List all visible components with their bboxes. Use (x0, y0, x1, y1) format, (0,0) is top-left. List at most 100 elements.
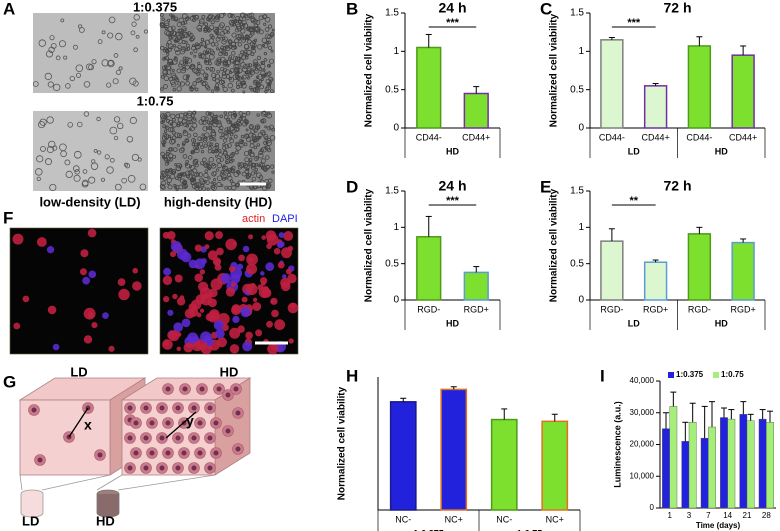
x-tick-label: CD44+ (462, 132, 490, 142)
cell (270, 49, 274, 53)
cell (223, 114, 229, 120)
cell (258, 79, 263, 84)
cell (163, 75, 170, 81)
cell (238, 254, 245, 262)
nucleus (235, 446, 241, 452)
y-tick-label: 10,000 (630, 471, 655, 480)
cell (129, 116, 137, 125)
cell (204, 244, 210, 250)
cell (228, 130, 232, 134)
y-tick-label: 30,000 (630, 408, 655, 417)
cell (230, 50, 236, 56)
cell (173, 322, 184, 333)
cell (234, 150, 239, 155)
cell (161, 171, 168, 177)
cell (264, 72, 268, 76)
cell (237, 82, 244, 88)
panel-letter: E (540, 177, 551, 196)
cell (224, 176, 228, 180)
cell (178, 147, 185, 154)
cell (255, 329, 263, 337)
nucleus (182, 386, 188, 392)
cell (185, 159, 189, 164)
cell (214, 42, 219, 47)
image-label: low-density (LD) (39, 194, 140, 209)
cell (137, 157, 142, 162)
x-tick-label: CD44- (686, 132, 712, 142)
cell (263, 58, 268, 62)
cell (65, 83, 71, 89)
cell (246, 263, 258, 275)
cell (229, 160, 233, 164)
cell (267, 82, 271, 86)
cell (249, 12, 255, 18)
cell (280, 277, 291, 288)
cell (241, 171, 247, 177)
cell (229, 167, 235, 173)
cell (185, 174, 191, 179)
nucleus (165, 420, 171, 426)
cell (166, 231, 176, 240)
cell (132, 80, 139, 87)
nucleus (213, 420, 219, 426)
cell (192, 44, 196, 48)
cell (257, 152, 264, 159)
cell (255, 156, 259, 160)
x-tick-label: 21 (743, 511, 752, 520)
cell (113, 116, 121, 123)
nucleus (159, 465, 165, 471)
cell (163, 267, 172, 276)
cell (117, 278, 126, 287)
cell (36, 237, 47, 247)
cell (257, 44, 263, 50)
cell (261, 235, 267, 240)
cell (132, 267, 139, 274)
cell (207, 61, 212, 66)
cell (133, 14, 140, 21)
cell (91, 159, 96, 164)
cell (235, 80, 242, 87)
cell (250, 186, 254, 190)
cell (204, 169, 209, 173)
cell (48, 46, 55, 53)
cell (161, 142, 165, 146)
bar (766, 422, 774, 509)
cell (171, 68, 175, 72)
cell (180, 46, 187, 53)
cell (208, 58, 212, 62)
cell (40, 145, 46, 152)
y-tick-label: 20,000 (630, 440, 655, 449)
cell (241, 296, 248, 303)
cell (73, 165, 80, 172)
cell (182, 74, 189, 81)
x-tick-label: RGD+ (643, 304, 668, 314)
cell (231, 304, 241, 314)
cell (206, 187, 210, 191)
cell (216, 61, 222, 67)
cell (240, 54, 247, 60)
panel-letter: F (3, 208, 13, 227)
cell (219, 114, 223, 119)
cell (261, 61, 266, 65)
cell (226, 126, 231, 131)
cell (169, 127, 175, 132)
cell (222, 143, 226, 147)
y-tick-label: 0 (578, 295, 584, 306)
nucleus (225, 392, 231, 398)
cell (219, 79, 225, 85)
cell (241, 112, 247, 118)
cell (258, 286, 271, 299)
cell (194, 147, 200, 154)
cell (115, 32, 123, 41)
cell (241, 76, 245, 80)
cell (179, 60, 184, 65)
cell (238, 19, 243, 25)
cell (224, 185, 229, 190)
cell (203, 172, 209, 178)
cell (229, 344, 240, 354)
cell (162, 154, 167, 159)
cell (192, 110, 197, 115)
cell (198, 54, 202, 59)
cell (261, 185, 268, 191)
nucleus (197, 450, 203, 456)
